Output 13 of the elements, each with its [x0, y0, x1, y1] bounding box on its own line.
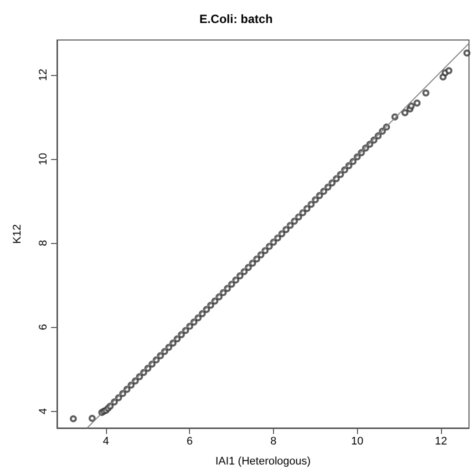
- x-axis-title: IAI1 (Heterologous): [215, 456, 311, 468]
- y-tick-label: 10: [38, 152, 50, 166]
- x-tick-label: 12: [434, 436, 448, 448]
- y-tick-label: 8: [38, 240, 50, 246]
- x-tick-label: 6: [186, 436, 193, 448]
- x-tick-label: 10: [351, 436, 364, 448]
- x-tick-label: 4: [102, 436, 110, 448]
- y-axis-title: K12: [12, 224, 24, 244]
- x-tick-label: 8: [270, 436, 277, 448]
- y-tick-label: 12: [38, 68, 50, 82]
- y-tick-label: 4: [38, 408, 50, 414]
- y-tick-label: 6: [38, 324, 50, 330]
- chart-title: E.Coli: batch: [199, 12, 273, 26]
